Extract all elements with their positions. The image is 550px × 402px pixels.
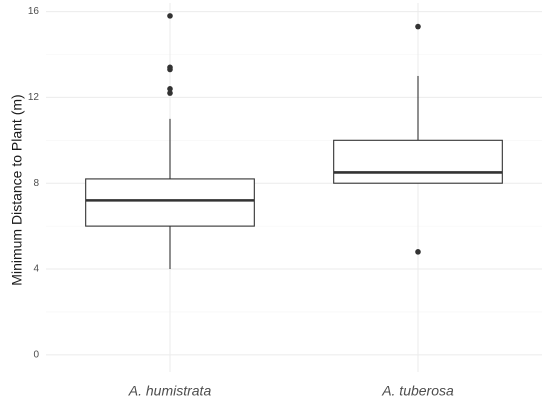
y-axis-title: Minimum Distance to Plant (m): [9, 94, 25, 285]
box-iqr: [85, 178, 255, 227]
x-category-label: A. tuberosa: [381, 383, 454, 399]
box-iqr: [333, 139, 503, 184]
y-tick-label: 0: [33, 349, 39, 360]
y-tick-label: 16: [28, 6, 40, 17]
outlier-point: [167, 90, 173, 96]
outlier-point: [415, 249, 421, 255]
outlier-point: [167, 13, 173, 19]
x-axis-categories: A. humistrata A. tuberosa: [128, 383, 454, 399]
box-group: [333, 23, 503, 255]
box-group: [85, 13, 255, 270]
boxes: [85, 13, 503, 270]
y-tick-label: 8: [33, 178, 39, 189]
outlier-point: [167, 64, 173, 71]
outlier-point: [167, 86, 173, 92]
y-axis-ticks: 0 4 8 12 16: [28, 6, 40, 360]
x-category-label: A. humistrata: [128, 383, 212, 399]
y-tick-label: 4: [33, 264, 39, 275]
y-tick-label: 12: [28, 92, 40, 103]
outlier-point: [415, 23, 421, 30]
